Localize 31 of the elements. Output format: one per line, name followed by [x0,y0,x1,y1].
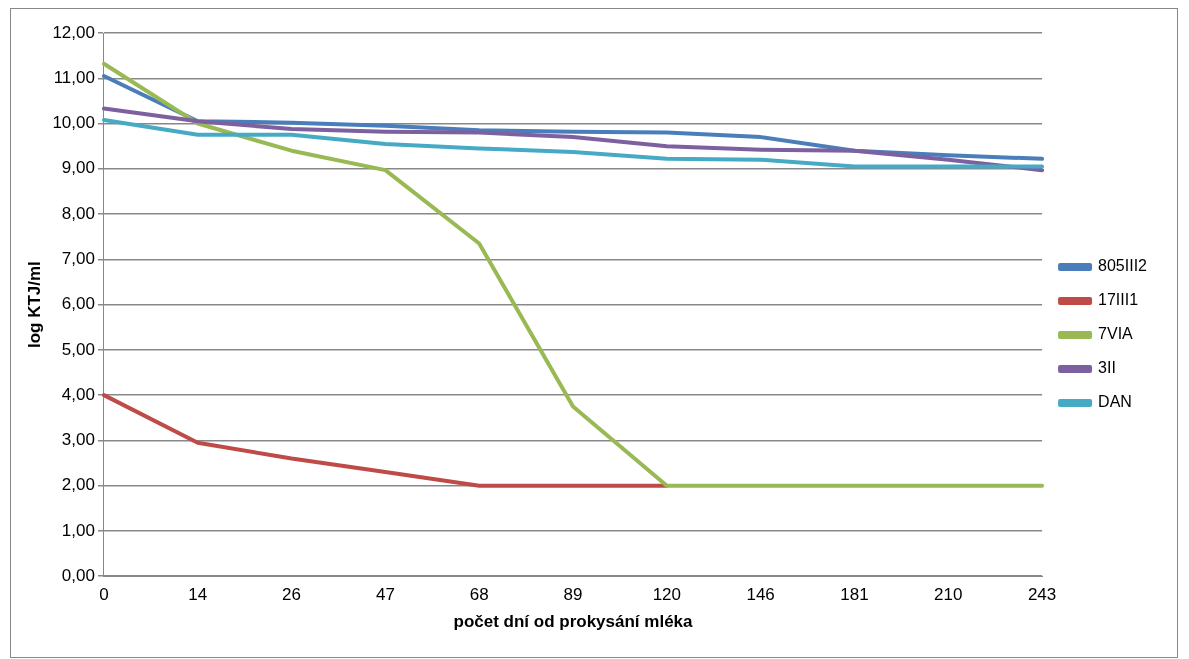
x-tick-label: 89 [563,585,583,605]
y-tick-label: 10,00 [52,113,95,133]
y-axis-title: log KTJ/ml [24,261,44,349]
y-tick-label: 3,00 [61,430,95,450]
y-tick-label: 6,00 [61,294,95,314]
x-tick-label: 210 [934,585,963,605]
legend-label: 3II [1098,359,1116,377]
y-tick-label: 7,00 [61,249,95,269]
x-axis-title: počet dní od prokysání mléka [453,612,694,632]
y-tick-label: 11,00 [53,67,95,87]
y-tick-label: 1,00 [61,520,95,540]
x-tick-label: 47 [375,585,395,605]
x-tick-label: 68 [469,585,489,605]
x-tick-label: 181 [840,585,869,605]
x-tick-label: 0 [99,585,109,605]
y-tick-label: 12,00 [52,22,95,42]
y-tick-label: 5,00 [61,339,95,359]
x-tick-label: 26 [282,585,302,605]
legend-label: 17III1 [1098,291,1139,309]
y-tick-label: 2,00 [61,475,95,495]
y-tick-label: 0,00 [61,565,95,585]
x-tick-label: 14 [188,585,208,605]
legend-label: 7VIA [1098,325,1134,343]
x-tick-label: 243 [1027,585,1057,605]
x-tick-label: 120 [652,585,682,605]
y-tick-label: 9,00 [61,158,95,178]
legend-label: DAN [1098,393,1132,411]
x-tick-label: 146 [746,585,775,605]
legend-label: 805III2 [1098,257,1148,275]
y-tick-label: 4,00 [61,384,95,404]
y-tick-label: 8,00 [61,203,95,223]
